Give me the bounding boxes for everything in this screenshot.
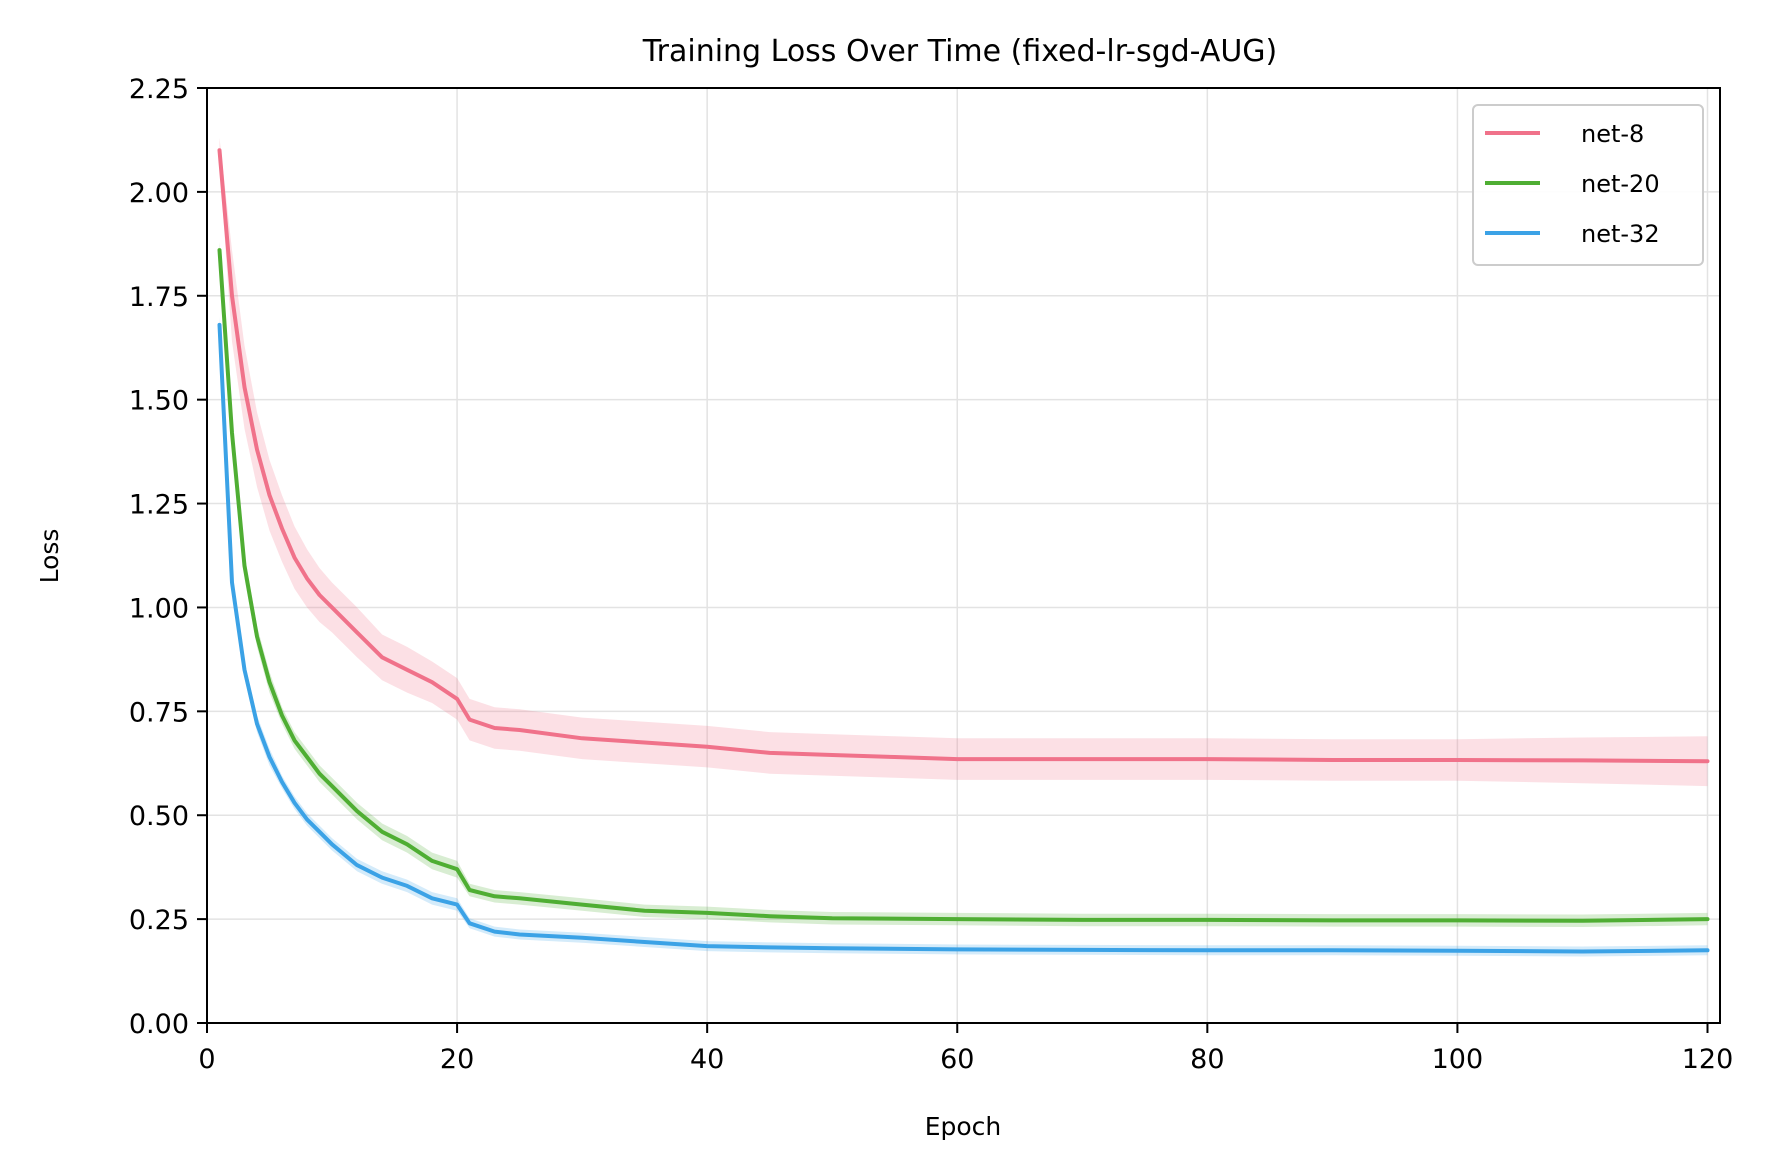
y-tick-label: 1.00 [129, 593, 189, 624]
x-tick-label: 120 [1682, 1044, 1734, 1075]
y-tick-label: 0.00 [129, 1009, 189, 1040]
chart-title: Training Loss Over Time (fixed-lr-sgd-AU… [642, 34, 1278, 69]
x-tick-label: 100 [1432, 1044, 1484, 1075]
legend-label-net-8: net-8 [1581, 120, 1644, 148]
y-tick-label: 1.25 [129, 490, 189, 521]
x-tick-label: 20 [440, 1044, 474, 1075]
y-axis-ticks: 0.00 0.25 0.50 0.75 1.00 1.25 1.50 1.75 2.00 2.25 [129, 74, 207, 1040]
line-net-32 [217, 322, 1710, 954]
y-axis-title: Loss [35, 529, 64, 584]
x-tick-label: 80 [1190, 1044, 1224, 1075]
plot-frame [206, 87, 1721, 1024]
y-tick-label: 0.75 [129, 697, 189, 728]
y-tick-label: 2.00 [129, 178, 189, 209]
x-tick-label: 0 [198, 1044, 215, 1075]
grid [207, 88, 1720, 1023]
legend-box [1472, 104, 1704, 266]
y-tick-label: 0.25 [129, 905, 189, 936]
line-net-20 [217, 248, 1710, 923]
y-tick-label: 1.75 [129, 282, 189, 313]
x-axis-title: Epoch [925, 1112, 1002, 1141]
y-tick-label: 0.50 [129, 801, 189, 832]
series-lines [217, 148, 1710, 954]
y-tick-label: 2.25 [129, 74, 189, 105]
line-net-8 [217, 148, 1710, 764]
legend: net-8 net-20 net-32 [1472, 104, 1704, 266]
x-tick-label: 40 [690, 1044, 724, 1075]
y-tick-label: 1.50 [129, 386, 189, 417]
x-axis-ticks: 0 20 40 60 80 100 120 [198, 1023, 1733, 1075]
legend-label-net-20: net-20 [1581, 170, 1660, 198]
x-tick-label: 60 [940, 1044, 974, 1075]
legend-label-net-32: net-32 [1581, 220, 1660, 248]
